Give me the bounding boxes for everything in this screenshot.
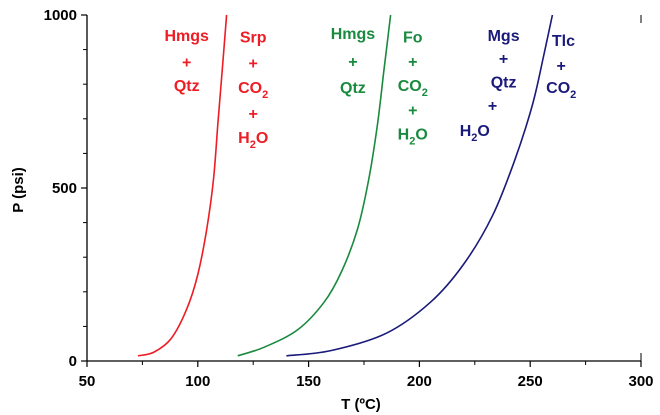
reaction-label: H2O: [460, 123, 490, 144]
reaction-label: +: [348, 54, 357, 71]
reaction-label: Mgs: [488, 28, 520, 45]
x-tick-label: 50: [79, 373, 96, 390]
reaction-label: Qtz: [340, 80, 366, 97]
reaction-label: Qtz: [174, 78, 200, 95]
reaction-label: +: [488, 98, 497, 115]
reaction-label: Qtz: [491, 75, 517, 92]
reaction-label: +: [408, 102, 417, 119]
reaction-label: Hmgs: [331, 26, 376, 43]
reaction-label: Tlc: [552, 33, 575, 50]
x-tick-label: 150: [296, 373, 321, 390]
reaction-label: H2O: [238, 130, 268, 151]
phase-boundary-line-3: [286, 14, 554, 357]
y-tick-label: 0: [69, 353, 77, 370]
reaction-label: +: [249, 56, 258, 73]
x-tick-label: 200: [407, 373, 432, 390]
y-tick-label: 500: [52, 180, 77, 197]
reaction-label: Fo: [403, 30, 423, 47]
reaction-label: CO2: [398, 78, 428, 99]
reaction-label: CO2: [238, 80, 268, 101]
phase-boundary-line-1: [137, 14, 228, 357]
reaction-labels: Hmgs + Qtz Srp + CO2 + H2O Hmgs + Qtz Fo + CO2 + H2O Mgs…: [164, 26, 576, 151]
x-tick-label: 300: [628, 373, 653, 390]
axes: 50 100 150 200 250 300 0 500 1000: [44, 7, 654, 390]
y-tick-label: 1000: [44, 7, 77, 24]
reaction-label: Srp: [240, 30, 267, 47]
reaction-label: +: [499, 51, 508, 68]
reaction-label: CO2: [546, 80, 576, 101]
reaction-label: H2O: [398, 127, 428, 148]
x-tick-label: 250: [518, 373, 543, 390]
reaction-label: +: [557, 58, 566, 75]
phase-boundaries: [137, 14, 554, 357]
y-axis-title: P (psi): [10, 167, 27, 213]
x-tick-label: 100: [185, 373, 210, 390]
phase-boundary-line-2: [237, 14, 392, 357]
reaction-label: +: [249, 106, 258, 123]
x-axis-title: T (ºC): [341, 396, 381, 413]
reaction-label: +: [408, 54, 417, 71]
reaction-label: +: [182, 55, 191, 72]
reaction-label: Hmgs: [164, 28, 209, 45]
